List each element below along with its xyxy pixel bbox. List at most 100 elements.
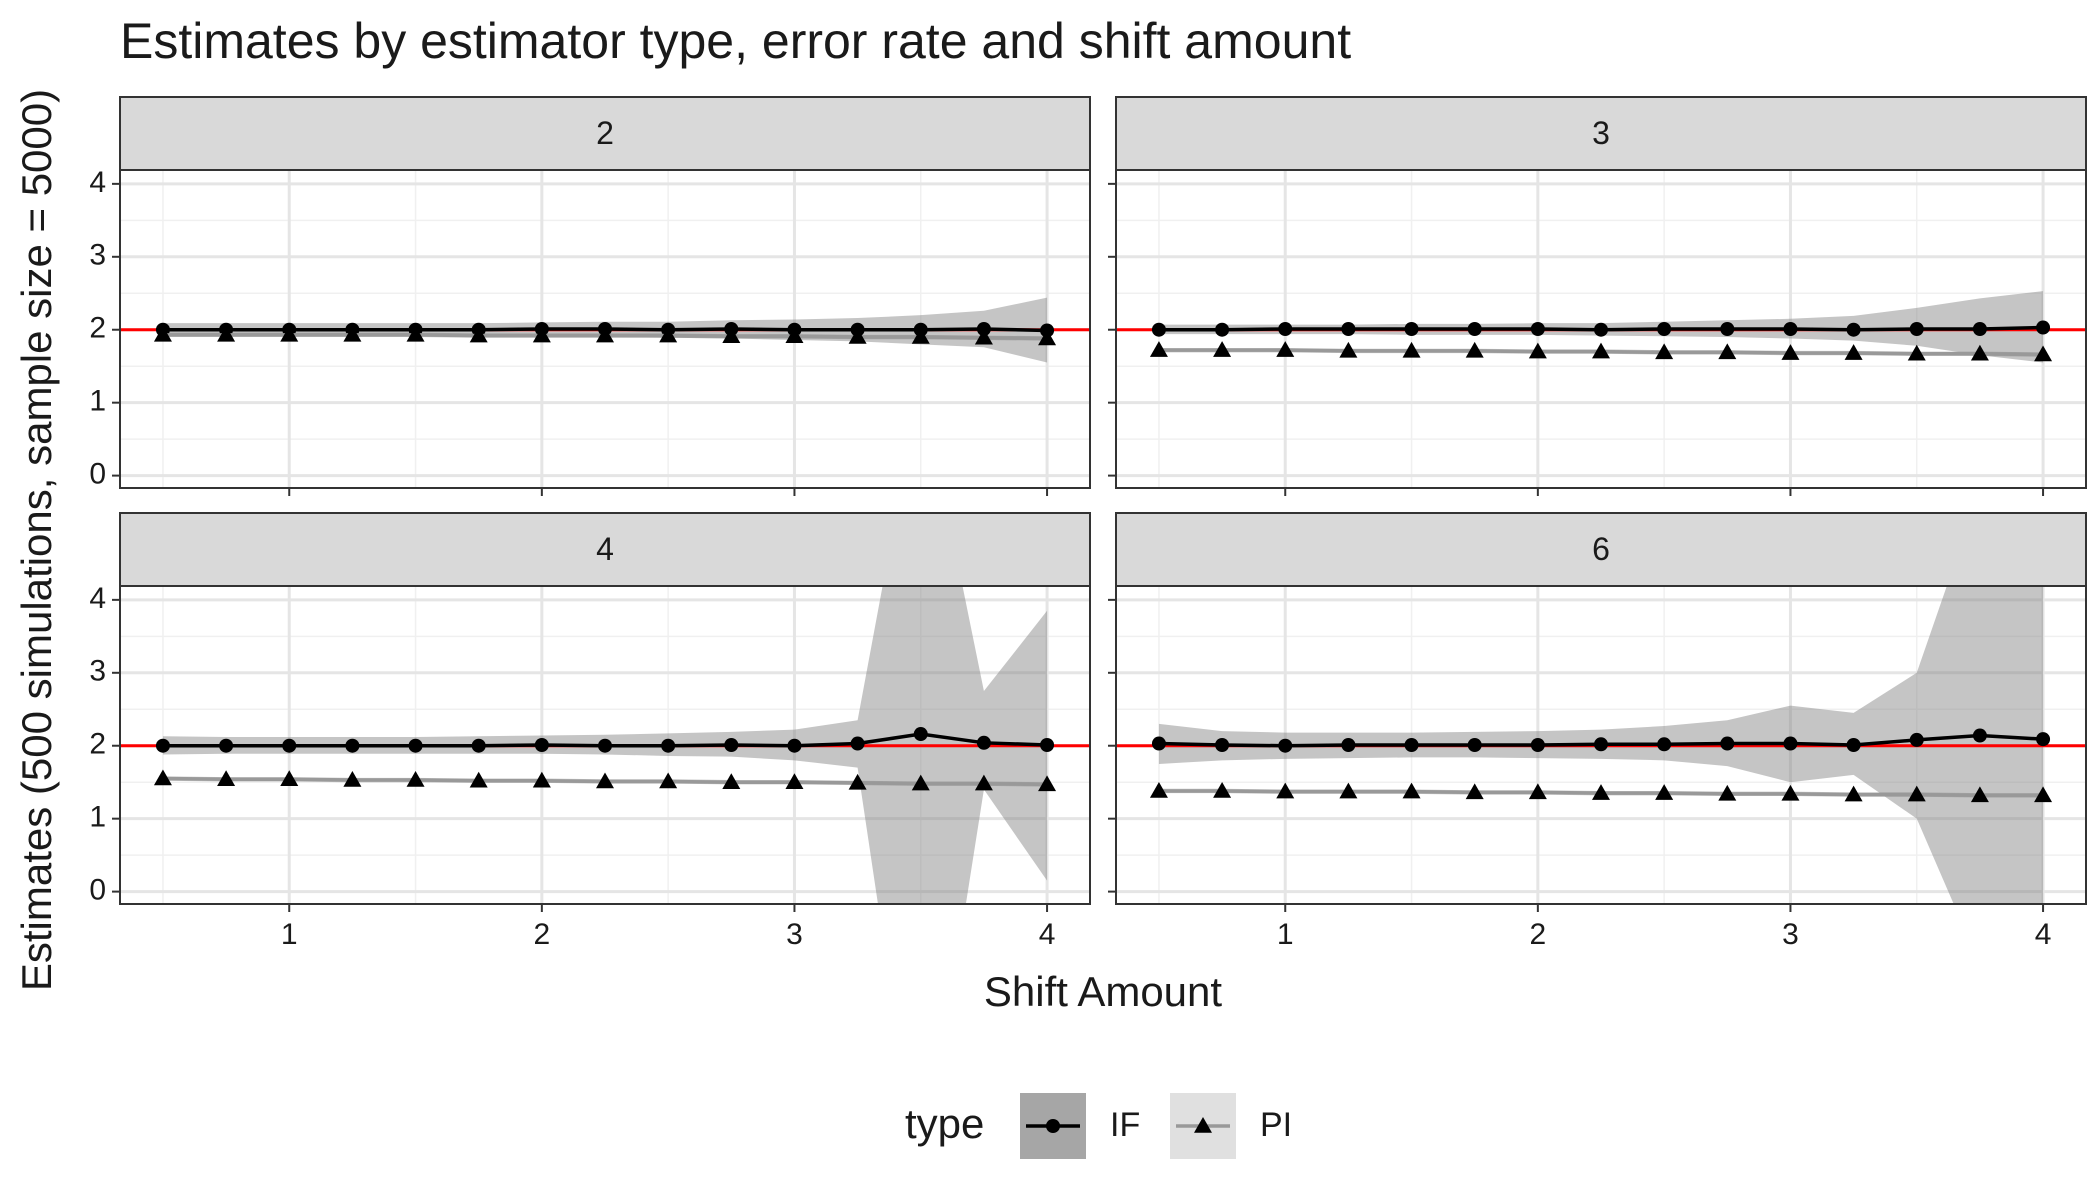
point <box>974 328 993 345</box>
point <box>469 771 488 788</box>
panel-content <box>1116 170 2086 488</box>
x-axis-title: Shift Amount <box>984 968 1222 1015</box>
point <box>1720 736 1735 751</box>
point <box>1276 782 1295 799</box>
panel-content <box>120 170 1090 488</box>
point <box>1278 322 1293 336</box>
panel-content <box>1116 586 2086 904</box>
point <box>406 771 425 787</box>
point <box>1402 782 1421 799</box>
y-tick-label: 4 <box>89 166 106 199</box>
point <box>153 325 172 342</box>
point <box>2036 320 2051 335</box>
point <box>787 738 802 753</box>
point <box>785 773 804 789</box>
facet-label: 6 <box>1592 531 1610 567</box>
point <box>598 738 612 753</box>
x-tick-label: 1 <box>281 918 298 951</box>
point <box>1907 344 1926 361</box>
point <box>1467 322 1482 336</box>
point <box>1278 738 1293 753</box>
point <box>1530 322 1545 336</box>
point <box>280 325 299 342</box>
point <box>1339 341 1358 358</box>
point <box>1844 785 1863 802</box>
point <box>848 773 867 790</box>
panel-border <box>1115 585 2087 905</box>
point <box>1657 322 1672 336</box>
point <box>1909 322 1924 336</box>
facet-label: 4 <box>596 531 614 567</box>
point <box>1465 341 1484 358</box>
y-tick-label: 3 <box>89 655 106 688</box>
point <box>659 326 678 343</box>
facet-strip <box>119 96 1091 171</box>
point <box>1655 343 1674 360</box>
x-tick-label: 2 <box>534 918 551 951</box>
point <box>1972 728 1987 743</box>
x-tick-label: 3 <box>786 918 803 951</box>
y-tick-label: 4 <box>89 582 106 615</box>
point <box>722 773 741 789</box>
point <box>1720 322 1735 336</box>
point <box>596 772 614 789</box>
point <box>153 769 172 786</box>
point <box>1151 736 1166 751</box>
point <box>532 771 551 788</box>
point <box>217 770 236 787</box>
point <box>1402 341 1421 358</box>
x-tick-label: 4 <box>1039 918 1056 951</box>
point <box>1781 344 1800 360</box>
point <box>1339 782 1358 799</box>
y-tick-label: 2 <box>89 312 106 345</box>
point <box>724 738 739 752</box>
y-tick-label: 2 <box>89 728 106 761</box>
point <box>1907 785 1926 802</box>
point <box>1040 738 1055 752</box>
point <box>406 325 425 342</box>
point <box>785 327 804 344</box>
x-tick-label: 2 <box>1530 918 1547 951</box>
point <box>1467 738 1482 752</box>
point <box>1846 322 1861 337</box>
point <box>280 770 299 787</box>
y-tick-label: 3 <box>89 239 106 272</box>
point <box>1528 783 1547 800</box>
facet-strip <box>1115 96 2087 171</box>
point <box>1781 784 1800 801</box>
y-tick-label: 0 <box>89 458 106 491</box>
x-tick-label: 1 <box>1277 918 1294 951</box>
point <box>1970 786 1989 803</box>
point <box>1594 737 1608 752</box>
point <box>1592 342 1610 359</box>
y-tick-label: 1 <box>89 385 106 418</box>
point <box>343 325 362 342</box>
point <box>911 328 930 344</box>
point <box>2034 786 2053 803</box>
y-tick-label: 1 <box>89 801 106 834</box>
point <box>1038 775 1057 792</box>
y-axis-title: Estimates (500 simulations, sample size … <box>13 89 60 991</box>
point <box>661 738 676 753</box>
x-tick-label: 4 <box>2035 918 2052 951</box>
point <box>1038 329 1057 346</box>
point <box>1465 783 1484 800</box>
point <box>217 325 236 342</box>
point <box>1718 784 1737 801</box>
panel-border <box>119 169 1091 489</box>
legend-marker <box>1194 1117 1212 1133</box>
point <box>913 727 928 742</box>
point <box>1341 322 1356 336</box>
point <box>408 738 423 753</box>
point <box>1655 784 1674 800</box>
facet-strip <box>1115 512 2087 587</box>
point <box>1528 342 1547 359</box>
point <box>848 328 867 344</box>
point <box>1530 738 1545 752</box>
point <box>469 326 488 343</box>
point <box>1215 738 1230 752</box>
point <box>1149 341 1168 357</box>
point <box>2036 732 2051 747</box>
chart-title: Estimates by estimator type, error rate … <box>120 13 1351 69</box>
facet-label: 3 <box>1592 115 1610 151</box>
